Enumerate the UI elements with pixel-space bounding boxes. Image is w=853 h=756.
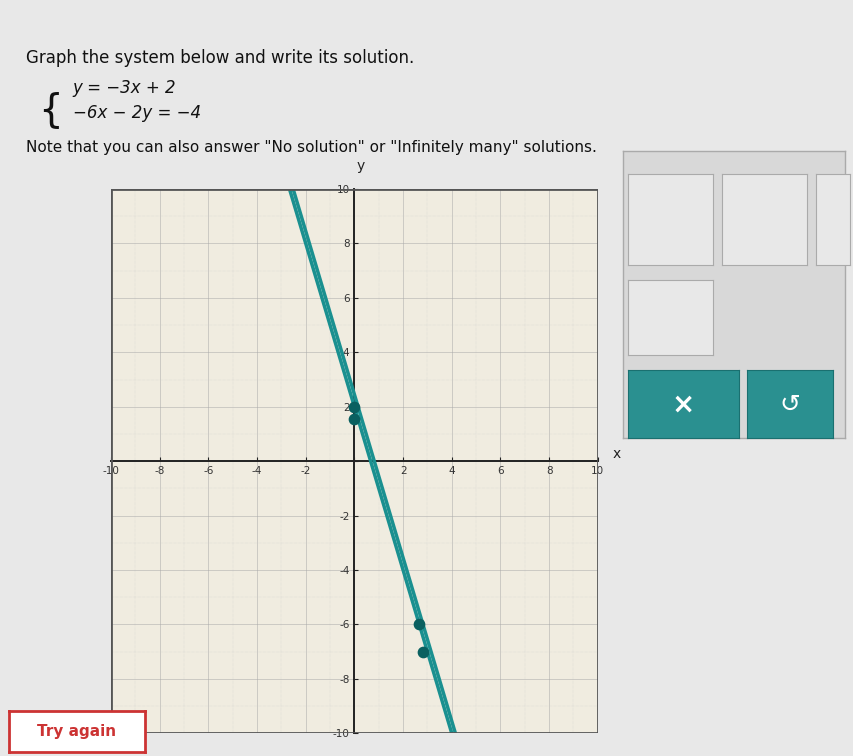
Text: Graph the system below and write its solution.: Graph the system below and write its sol…: [26, 49, 414, 67]
Point: [347, 413, 361, 425]
Point: [412, 618, 426, 631]
Text: ↺: ↺: [779, 392, 799, 417]
Point: [415, 646, 429, 658]
Text: {: {: [38, 91, 63, 129]
Text: y: y: [356, 159, 364, 172]
Text: −6x − 2y = −4: −6x − 2y = −4: [73, 104, 200, 122]
Text: Note that you can also answer "No solution" or "Infinitely many" solutions.: Note that you can also answer "No soluti…: [26, 140, 595, 155]
Text: Try again: Try again: [38, 724, 116, 739]
Text: x: x: [612, 448, 620, 461]
Text: y = −3x + 2: y = −3x + 2: [73, 79, 176, 98]
Point: [347, 401, 361, 413]
Text: ×: ×: [670, 390, 694, 419]
